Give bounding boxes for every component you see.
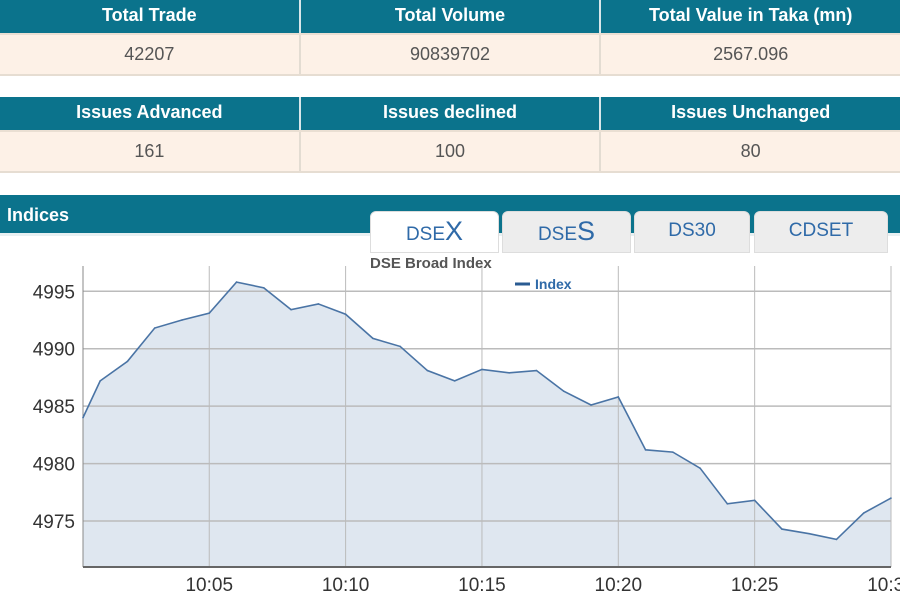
data-point — [426, 369, 429, 372]
x-tick-label: 10:25 — [731, 575, 779, 596]
header-total-value: Total Value in Taka (mn) — [648, 5, 853, 25]
data-point — [153, 327, 156, 329]
data-point — [699, 467, 701, 469]
value-total-value: 2567.096 — [713, 44, 789, 64]
data-point — [508, 372, 511, 374]
data-point — [82, 416, 84, 419]
data-point — [781, 528, 783, 530]
data-point — [208, 312, 211, 314]
legend-label: Index — [535, 276, 572, 292]
header-total-trade: Total Trade — [0, 0, 301, 33]
tab-dsex-suffix: X — [445, 216, 464, 246]
data-point — [644, 449, 647, 451]
x-tick-label: 10:15 — [458, 575, 506, 596]
header-total-volume: Total Volume — [301, 0, 602, 33]
summary-value-row: 42207 90839702 2567.096 — [0, 33, 900, 76]
data-point — [344, 313, 347, 316]
data-point — [399, 345, 401, 348]
data-point — [617, 396, 620, 398]
tab-dsex[interactable]: DSEX — [370, 211, 499, 253]
tab-dsex-prefix: DSE — [405, 224, 446, 245]
y-tick-label: 4990 — [33, 340, 75, 361]
value-total-trade: 42207 — [0, 35, 301, 74]
value-total-volume: 90839702 — [301, 35, 602, 74]
summary-header-row: Total Trade Total Volume Total Value in … — [0, 0, 900, 33]
data-point — [290, 308, 292, 311]
data-point — [890, 497, 892, 499]
data-point — [181, 319, 183, 321]
tab-dses[interactable]: DSES — [502, 211, 631, 253]
y-tick-label: 4980 — [33, 455, 75, 476]
data-point — [562, 390, 565, 393]
data-point — [235, 281, 238, 283]
x-tick-label: 10:30 — [867, 575, 900, 596]
data-point — [726, 503, 729, 505]
data-point — [753, 499, 756, 502]
value-issues-advanced: 161 — [0, 132, 301, 171]
value-issues-declined: 100 — [301, 132, 602, 171]
x-tick-label: 10:05 — [185, 575, 233, 596]
data-point — [126, 360, 129, 363]
issues-header-row: Issues Advanced Issues declined Issues U… — [0, 97, 900, 130]
data-point — [317, 303, 320, 305]
data-point — [590, 404, 592, 406]
tab-dses-suffix: S — [577, 216, 596, 246]
area-fill — [83, 282, 891, 567]
indices-title: Indices — [7, 205, 70, 225]
value-issues-unchanged: 80 — [740, 141, 761, 161]
y-tick-label: 4985 — [33, 397, 75, 418]
header-issues-advanced: Issues Advanced — [0, 97, 301, 130]
data-point — [481, 368, 483, 371]
data-point — [808, 532, 810, 535]
data-point — [835, 538, 838, 541]
header-issues-declined: Issues declined — [301, 97, 602, 130]
tab-ds30[interactable]: DS30 — [634, 211, 750, 253]
x-tick-label: 10:20 — [595, 575, 643, 596]
summary-table: Total Trade Total Volume Total Value in … — [0, 0, 900, 76]
chart-title: DSE Broad Index — [370, 255, 492, 272]
data-point — [99, 380, 101, 382]
x-tick-label: 10:10 — [322, 575, 370, 596]
data-point — [862, 512, 865, 514]
tab-cdset[interactable]: CDSET — [754, 211, 888, 253]
issues-table: Issues Advanced Issues declined Issues U… — [0, 97, 900, 173]
issues-value-row: 161 100 80 — [0, 130, 900, 173]
data-point — [453, 380, 456, 382]
tab-dses-prefix: DSE — [537, 224, 578, 245]
data-point — [262, 287, 265, 289]
data-point — [535, 369, 538, 372]
header-issues-unchanged: Issues Unchanged — [671, 102, 831, 122]
data-point — [672, 451, 674, 453]
y-tick-label: 4975 — [33, 512, 75, 533]
y-tick-label: 4995 — [33, 282, 75, 303]
data-point — [372, 337, 374, 340]
